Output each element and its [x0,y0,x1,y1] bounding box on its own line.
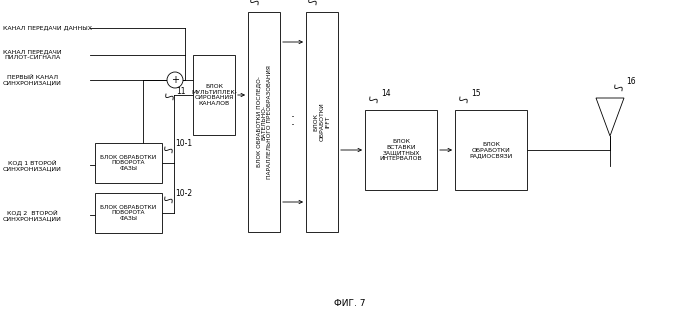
Bar [248,12,280,232]
Bar [306,12,338,232]
Text: БЛОК
МУЛЬТИПЛЕК-
СИРОВАНИЯ
КАНАЛОВ: БЛОК МУЛЬТИПЛЕК- СИРОВАНИЯ КАНАЛОВ [191,84,237,106]
Text: КОД 1 ВТОРОЙ
СИНХРОНИЗАЦИИ: КОД 1 ВТОРОЙ СИНХРОНИЗАЦИИ [3,159,62,171]
Bar [365,110,437,190]
Text: 12: 12 [262,0,271,1]
Text: 11: 11 [176,86,185,96]
Bar [193,55,235,135]
Bar [455,110,527,190]
Text: 15: 15 [471,90,481,99]
Text: БЛОК ОБРАБОТКИ ПОСЛЕДО-
ВАТЕЛЬНО-
ПАРАЛЛЕЛЬНОГО ПРЕОБРАЗОВАНИЯ: БЛОК ОБРАБОТКИ ПОСЛЕДО- ВАТЕЛЬНО- ПАРАЛЛ… [256,65,273,179]
Bar [95,143,162,183]
Text: БЛОК
ОБРАБОТКИ
IFFT: БЛОК ОБРАБОТКИ IFFT [314,103,331,141]
Text: ПЕРВЫЙ КАНАЛ
СИНХРОНИЗАЦИИ: ПЕРВЫЙ КАНАЛ СИНХРОНИЗАЦИИ [3,74,62,85]
Text: 10-2: 10-2 [175,189,192,198]
Text: 14: 14 [381,90,391,99]
Polygon shape [596,98,624,136]
Bar [95,193,162,233]
Text: +: + [171,75,179,85]
Text: ·: · [291,111,295,125]
Text: 16: 16 [626,77,635,86]
Text: 10-1: 10-1 [175,140,192,149]
Text: КОД 2  ВТОРОЙ
СИНХРОНИЗАЦИИ: КОД 2 ВТОРОЙ СИНХРОНИЗАЦИИ [3,209,62,221]
Text: КАНАЛ ПЕРЕДАЧИ
ПИЛОТ-СИГНАЛА: КАНАЛ ПЕРЕДАЧИ ПИЛОТ-СИГНАЛА [3,50,62,60]
Text: БЛОК
ОБРАБОТКИ
РАДИОСВЯЗИ: БЛОК ОБРАБОТКИ РАДИОСВЯЗИ [469,142,512,158]
Text: БЛОК ОБРАБОТКИ
ПОВОРОТА
ФАЗЫ: БЛОК ОБРАБОТКИ ПОВОРОТА ФАЗЫ [101,205,157,221]
Text: БЛОК ОБРАБОТКИ
ПОВОРОТА
ФАЗЫ: БЛОК ОБРАБОТКИ ПОВОРОТА ФАЗЫ [101,155,157,171]
Text: ·: · [291,119,295,133]
Circle shape [167,72,183,88]
Text: БЛОК
ВСТАВКИ
ЗАЩИТНЫХ
ИНТЕРВАЛОВ: БЛОК ВСТАВКИ ЗАЩИТНЫХ ИНТЕРВАЛОВ [380,139,422,161]
Text: КАНАЛ ПЕРЕДАЧИ ДАННЫХ: КАНАЛ ПЕРЕДАЧИ ДАННЫХ [3,25,92,30]
Text: ФИГ. 7: ФИГ. 7 [333,299,366,308]
Text: 13: 13 [320,0,330,1]
